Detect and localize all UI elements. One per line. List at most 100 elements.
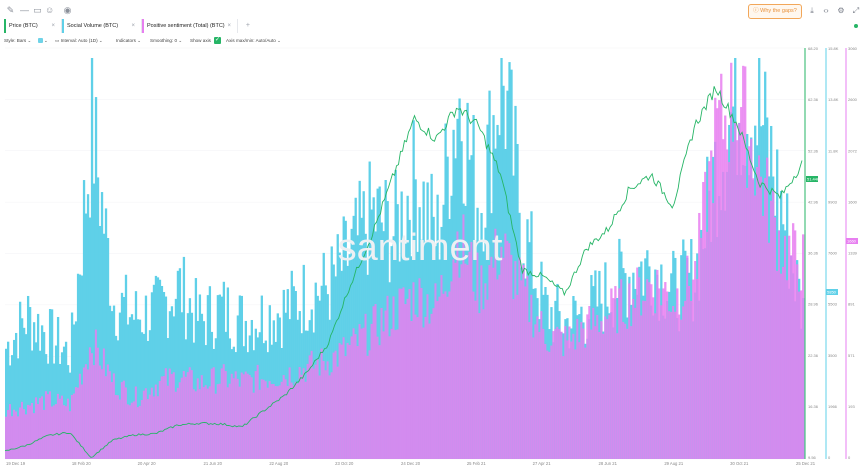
sentiment-bar [170,374,174,459]
social-volume-bar [10,355,14,459]
social-volume-bar [290,270,293,459]
sentiment-bar [28,405,32,459]
metric-price[interactable]: Price (BTC) × [4,19,62,33]
sentiment-bar [368,350,371,459]
sentiment-bar [102,348,106,459]
sentiment-bar [320,348,323,459]
sentiment-bar [302,368,305,459]
sentiment-bar [14,411,18,459]
social-volume-bar [18,301,22,459]
social-volume-bar [122,296,126,459]
sentiment-bar [22,409,26,459]
sentiment-bar [504,233,507,459]
line-icon[interactable]: — [20,5,29,15]
sentiment-bar [602,333,605,459]
price-tick-label: 28.96 [808,302,819,307]
comment-icon[interactable]: ▭ [33,5,42,15]
sentiment-bar [574,349,577,459]
sentiment-bar [668,311,671,459]
interval-dropdown[interactable]: ▭ Interval: Auto (1D) ⌄ [55,38,103,43]
sentiment-bar [324,370,327,459]
sentiment-bar [264,381,267,459]
social-volume-bar [444,123,447,459]
x-tick-label: 21 Jun 20 [204,461,223,466]
emoji-icon[interactable]: ☺ [45,5,55,15]
social-volume-bar [106,237,110,459]
sentiment-bar [36,404,40,459]
metric-positive-sentiment[interactable]: Positive sentiment (Total) (BTC) × + [142,19,250,33]
sentiment-bar [424,316,427,459]
close-icon[interactable]: × [227,23,231,29]
close-icon[interactable]: × [131,23,135,29]
sentiment-bar [794,230,797,459]
sentiment-bar [544,343,547,459]
sentiment-bar [540,311,543,459]
social-volume-current-badge [826,289,838,295]
sentiment-bar [570,341,573,459]
download-icon[interactable]: ⤓ [810,6,814,15]
close-icon[interactable]: × [51,23,55,29]
sentiment-bar [718,100,721,459]
sentiment-bar [52,405,56,459]
sentiment-bar [716,108,719,459]
fullscreen-icon[interactable]: ⤢ [852,6,860,15]
sentiment-bar [798,291,801,459]
sentiment-bar [630,326,633,459]
style-dropdown[interactable]: Style: Bars ⌄ [4,38,32,43]
color-swatch[interactable] [38,38,43,43]
eye-icon[interactable]: ◉ [63,5,72,15]
sentiment-bar [70,394,74,459]
sentiment-bar [674,311,677,459]
metric-social-volume[interactable]: Social Volume (BTC) × [62,19,142,33]
sentiment-bar [490,256,493,459]
sentiment-bar [80,384,84,459]
sentiment-bar [404,304,407,459]
sentiment-bar [12,409,16,459]
sentiment-bar [782,266,785,459]
add-metric-icon[interactable]: + [245,22,250,29]
social-volume-tick-label: 13.8K [828,97,839,102]
sentiment-bar [470,242,473,459]
why-gaps-label: Why the gaps? [760,8,797,14]
sentiment-bar [506,240,509,459]
social-volume-bar [162,292,166,459]
chevron-down-icon[interactable]: ⌄ [44,38,48,43]
indicators-dropdown[interactable]: Indicators ⌄ [116,38,142,43]
sentiment-bar [40,396,44,459]
sentiment-bar [744,66,747,459]
social-volume-bar [152,284,156,459]
sentiment-bar [282,375,285,459]
smoothing-dropdown[interactable]: Smoothing: 0 ⌄ [150,38,183,43]
sentiment-bar [166,385,170,459]
sentiment-bar [316,359,319,459]
social-volume-bar [362,191,365,460]
sentiment-bar [698,212,701,459]
sentiment-bar [746,187,749,460]
price-tick-label: 22.36 [808,353,819,358]
sentiment-bar [342,337,345,459]
style-label: Style: Bars [4,38,27,43]
settings-icon[interactable]: ⚙ [837,6,845,15]
sentiment-bar [676,288,679,459]
sentiment-bar [238,386,242,459]
embed-code-icon[interactable]: ‹› [823,6,829,15]
sentiment-bar [444,291,447,459]
show-axis-checkbox[interactable]: ✓ [214,37,221,44]
axis-dropdown[interactable]: Axis max/min: Auto/Auto ⌄ [226,38,281,43]
why-gaps-button[interactable]: ⓘ Why the gaps? [748,4,802,19]
social-volume-bar [36,313,40,459]
sentiment-bar [606,319,609,459]
social-volume-bar [138,319,142,459]
sentiment-bar [756,167,759,460]
sentiment-bar [790,255,793,459]
social-volume-bar [160,285,164,459]
social-volume-bar [218,294,222,459]
pencil-icon[interactable]: ✎ [6,5,15,15]
sentiment-bar [692,279,695,459]
sentiment-bar [146,399,150,459]
social-volume-bar [226,287,230,459]
sentiment-bar [32,413,36,459]
sentiment-bar [738,123,741,460]
sentiment-bar [76,387,80,459]
